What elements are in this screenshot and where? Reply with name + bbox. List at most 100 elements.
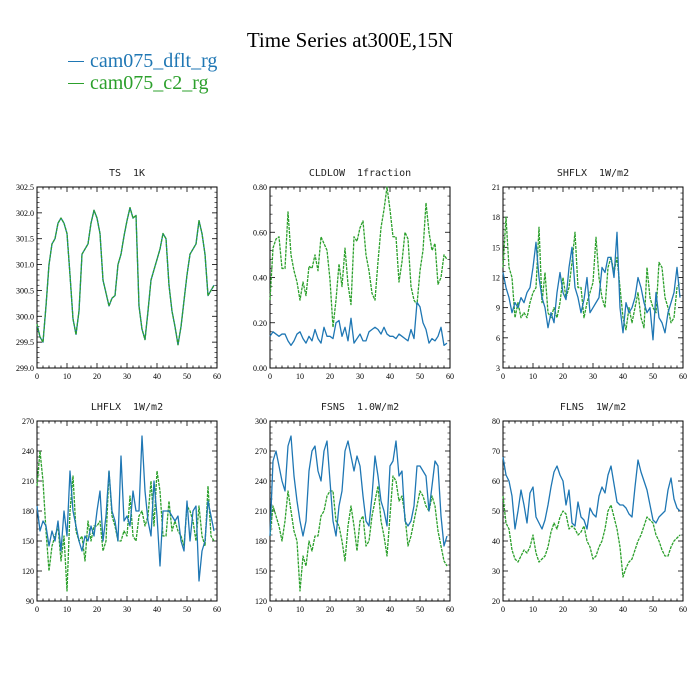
y-tick-label: 40 [492,537,500,546]
y-tick-label: 0.80 [253,183,267,192]
panel-title-units: 1K [133,168,145,179]
x-tick-label: 0 [268,372,272,381]
panel-title: FSNS 1.0W/m2 [321,402,399,413]
y-tick-label: 210 [255,507,267,516]
legend-entry-c2: cam075_c2_rg [68,72,209,95]
panel-title-units: 1W/m2 [599,168,629,179]
x-tick-label: 50 [416,605,424,614]
y-tick-label: 70 [492,447,500,456]
plot-frame [502,420,684,602]
series-line-cam075_dflt_rg [269,435,448,547]
x-tick-label: 50 [649,372,657,381]
x-tick-label: 60 [446,605,454,614]
panel-title-units: 1fraction [357,168,411,179]
panel-title: SHFLX 1W/m2 [557,168,629,179]
panel-title: CLDLOW 1fraction [309,168,411,179]
y-tick-label: 302.0 [16,209,34,218]
y-tick-label: 300 [255,417,267,426]
y-tick-label: 299.5 [16,338,34,347]
x-tick-label: 30 [589,605,597,614]
y-tick-label: 0.40 [253,274,267,283]
chart-panel-flns: 0 10 20 30 40 50 60 20 30 40 50 60 70 80 FLNS 1W/m2 [492,402,687,614]
y-tick-label: 0.00 [253,364,267,373]
panel-title-name: FLNS [560,402,584,413]
series-line-cam075_dflt_rg [502,231,681,341]
y-tick-label: 150 [255,567,267,576]
y-tick-label: 302.5 [16,183,34,192]
panel-title-name: TS [109,168,121,179]
panel-title-units: 1W/m2 [596,402,626,413]
series-line-cam075_c2_rg [269,186,448,328]
y-tick-label: 301.0 [16,261,34,270]
series-line-cam075_c2_rg [502,216,681,331]
legend-entry-dflt: cam075_dflt_rg [68,50,217,73]
y-tick-label: 240 [255,477,267,486]
series-line-cam075_c2_rg [502,495,681,578]
x-tick-label: 40 [386,605,394,614]
x-tick-label: 0 [35,605,39,614]
y-tick-label: 210 [22,477,34,486]
y-tick-label: 180 [22,507,34,516]
x-tick-label: 10 [296,372,304,381]
panel-title-name: CLDLOW [309,168,346,179]
chart-panel-cldlow: 0 10 20 30 40 50 60 0.00 0.20 0.40 0.60 0.80 CLDLOW 1… [253,168,454,381]
legend-label-dflt: cam075_dflt_rg [90,50,218,72]
x-tick-label: 10 [63,372,71,381]
series-line-cam075_dflt_rg [36,435,215,582]
panel-title-name: SHFLX [557,168,587,179]
panel-title: LHFLX 1W/m2 [91,402,163,413]
series-line-cam075_c2_rg [269,475,448,592]
x-tick-label: 60 [679,372,687,381]
legend-swatch-c2 [68,83,84,84]
y-tick-label: 3 [496,364,500,373]
x-tick-label: 60 [446,372,454,381]
x-tick-label: 40 [153,372,161,381]
series-line-cam075_dflt_rg [269,301,448,347]
x-tick-label: 60 [213,372,221,381]
y-tick-label: 6 [496,334,500,343]
y-tick-label: 0.60 [253,228,267,237]
series-line-cam075_c2_rg [36,207,215,346]
x-tick-label: 20 [93,372,101,381]
x-tick-label: 30 [123,372,131,381]
page-title: Time Series at300E,15N [246,28,454,52]
panel-title-units: 1.0W/m2 [357,402,399,413]
x-tick-label: 50 [183,372,191,381]
y-tick-label: 300.0 [16,312,34,321]
x-tick-label: 20 [93,605,101,614]
x-tick-label: 60 [213,605,221,614]
chart-panel-ts: 0 10 20 30 40 50 60 299.0 299.5 300.0 300.5 301.0 30… [16,168,221,381]
x-tick-label: 20 [559,605,567,614]
y-tick-label: 18 [492,213,500,222]
y-tick-label: 150 [22,537,34,546]
x-tick-label: 0 [501,605,505,614]
x-tick-label: 50 [649,605,657,614]
y-tick-label: 0.20 [253,319,267,328]
x-tick-label: 10 [529,372,537,381]
y-tick-label: 20 [492,597,500,606]
x-tick-label: 20 [326,605,334,614]
x-tick-label: 10 [63,605,71,614]
y-tick-label: 50 [492,507,500,516]
y-tick-label: 30 [492,567,500,576]
legend-swatch-dflt [68,61,84,62]
x-tick-label: 10 [529,605,537,614]
x-tick-label: 40 [153,605,161,614]
y-tick-label: 90 [26,597,34,606]
x-tick-label: 0 [268,605,272,614]
plot-frame [269,420,451,602]
panel-title: TS 1K [109,168,145,179]
y-tick-label: 301.5 [16,235,34,244]
x-tick-label: 0 [35,372,39,381]
x-tick-label: 30 [589,372,597,381]
y-tick-label: 300.5 [16,286,34,295]
x-tick-label: 40 [619,372,627,381]
chart-panel-lhflx: 0 10 20 30 40 50 60 90 120 150 180 210 240 270 LHFLX 1W… [22,402,221,614]
x-tick-label: 20 [326,372,334,381]
plot-frame [36,186,218,369]
chart-panel-fsns: 0 10 20 30 40 50 60 120 150 180 210 240 270 300 FSNS 1.… [255,402,454,614]
x-tick-label: 30 [356,372,364,381]
panel-title-name: LHFLX [91,402,121,413]
series-line-cam075_dflt_rg [502,456,681,530]
